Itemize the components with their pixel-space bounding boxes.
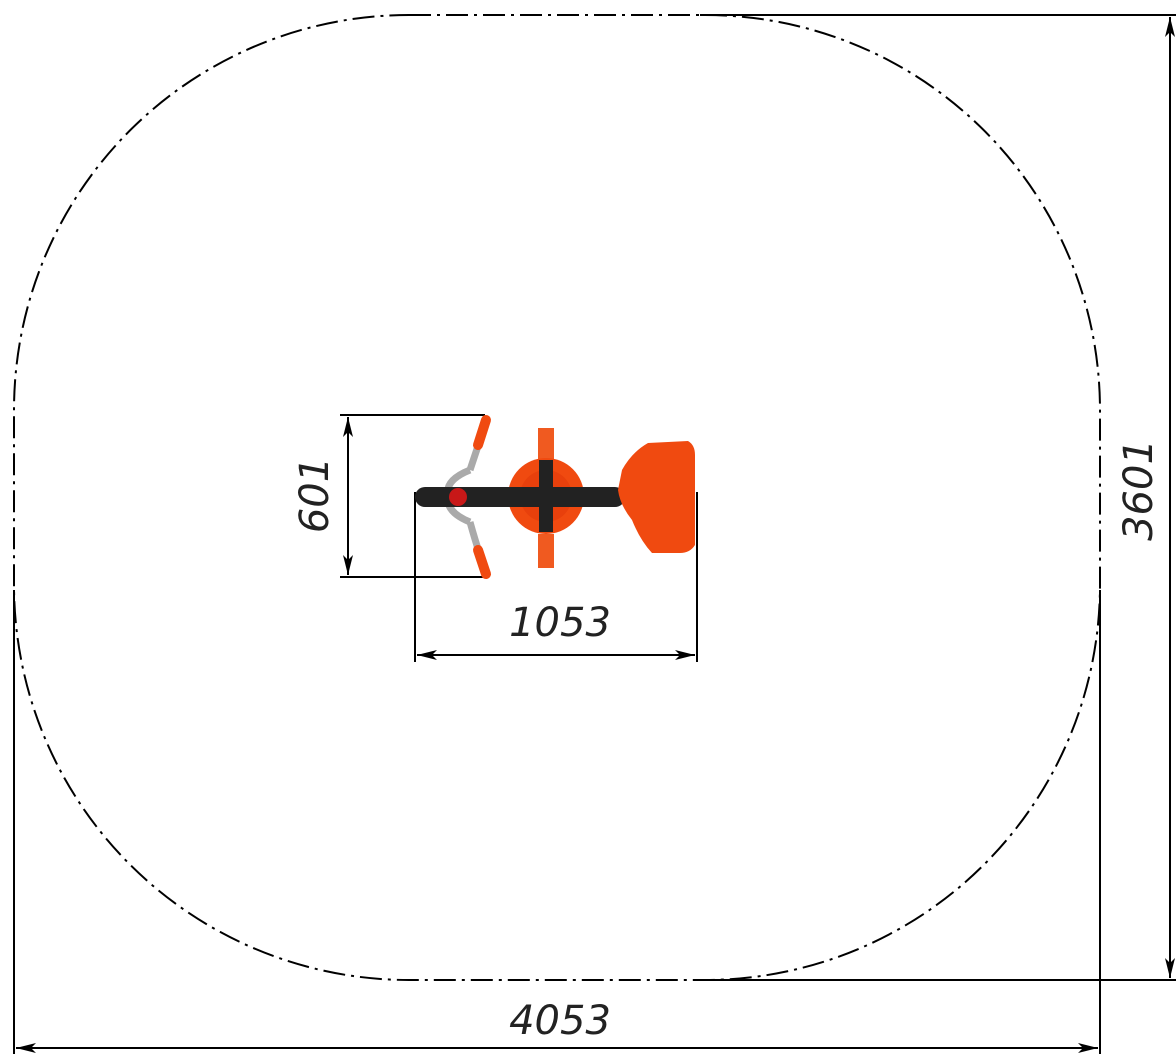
dimension-label: 1053 <box>509 600 611 646</box>
dimension-label: 601 <box>292 457 338 533</box>
dimension-label: 3601 <box>1116 439 1162 541</box>
safety-zone <box>13 14 1101 981</box>
dimension-label: 4053 <box>509 998 611 1044</box>
equipment <box>415 415 695 579</box>
